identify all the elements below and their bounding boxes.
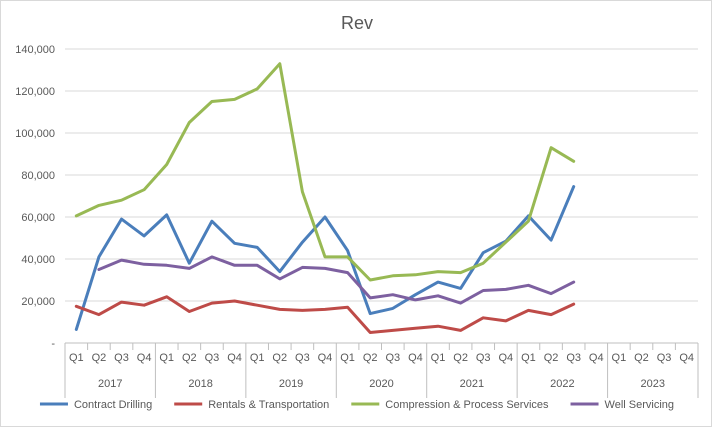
x-tick-label-year: 2017 <box>98 378 122 390</box>
series-line <box>97 255 576 305</box>
x-tick-label-quarter: Q3 <box>114 352 129 364</box>
x-tick-label-quarter: Q2 <box>453 352 468 364</box>
y-tick-label: 80,000 <box>21 170 55 182</box>
x-tick-label-year: 2022 <box>550 378 574 390</box>
x-tick-label-year: 2019 <box>279 378 303 390</box>
x-tick-label-quarter: Q2 <box>634 352 649 364</box>
y-tick-label: 120,000 <box>15 86 55 98</box>
x-tick-label-quarter: Q2 <box>272 352 287 364</box>
x-tick-label-quarter: Q2 <box>544 352 559 364</box>
x-tick-label-quarter: Q1 <box>431 352 446 364</box>
x-tick-label-quarter: Q1 <box>612 352 627 364</box>
series-line <box>74 62 576 282</box>
x-tick-label-quarter: Q1 <box>69 352 84 364</box>
x-tick-label-quarter: Q3 <box>295 352 310 364</box>
x-tick-label-quarter: Q4 <box>679 352 694 364</box>
x-tick-label-quarter: Q3 <box>476 352 491 364</box>
legend-label: Compression & Process Services <box>385 399 549 411</box>
series-lines <box>74 62 576 334</box>
x-tick-label-quarter: Q3 <box>205 352 220 364</box>
x-tick-label-quarter: Q4 <box>498 352 513 364</box>
x-tick-label-quarter: Q2 <box>182 352 197 364</box>
x-tick-label-quarter: Q4 <box>227 352 242 364</box>
x-tick-label-year: 2023 <box>641 378 665 390</box>
x-tick-label-quarter: Q1 <box>159 352 174 364</box>
x-tick-label-quarter: Q4 <box>137 352 152 364</box>
y-tick-label: 100,000 <box>15 128 55 140</box>
series-line <box>74 185 576 331</box>
legend: Contract Drilling Rentals & Transportatio… <box>39 399 675 411</box>
y-tick-label: 60,000 <box>21 212 55 224</box>
series-line <box>74 295 576 334</box>
x-tick-label-year: 2018 <box>188 378 212 390</box>
x-tick-label-year: 2021 <box>460 378 484 390</box>
y-tick-label: 40,000 <box>21 254 55 266</box>
x-tick-label-quarter: Q2 <box>92 352 107 364</box>
chart-title: Rev <box>341 13 373 33</box>
gridlines <box>65 48 698 302</box>
legend-label: Well Servicing <box>605 399 675 411</box>
legend-label: Rentals & Transportation <box>208 399 329 411</box>
x-tick-label-year: 2020 <box>369 378 393 390</box>
x-tick-label-quarter: Q3 <box>385 352 400 364</box>
y-tick-label: - <box>51 338 55 350</box>
legend-label: Contract Drilling <box>74 399 152 411</box>
x-tick-label-quarter: Q1 <box>340 352 355 364</box>
y-tick-label: 140,000 <box>15 44 55 56</box>
x-tick-label-quarter: Q4 <box>408 352 423 364</box>
x-tick-label-quarter: Q2 <box>363 352 378 364</box>
x-tick-label-quarter: Q1 <box>521 352 536 364</box>
y-tick-label: 20,000 <box>21 296 55 308</box>
x-tick-label-quarter: Q4 <box>589 352 604 364</box>
x-tick-label-quarter: Q1 <box>250 352 265 364</box>
x-tick-label-quarter: Q4 <box>318 352 333 364</box>
axes: - 20,000 40,000 60,000 80,000 100,000 120,000 1… <box>15 44 699 398</box>
x-tick-label-quarter: Q3 <box>657 352 672 364</box>
x-tick-label-quarter: Q3 <box>566 352 581 364</box>
